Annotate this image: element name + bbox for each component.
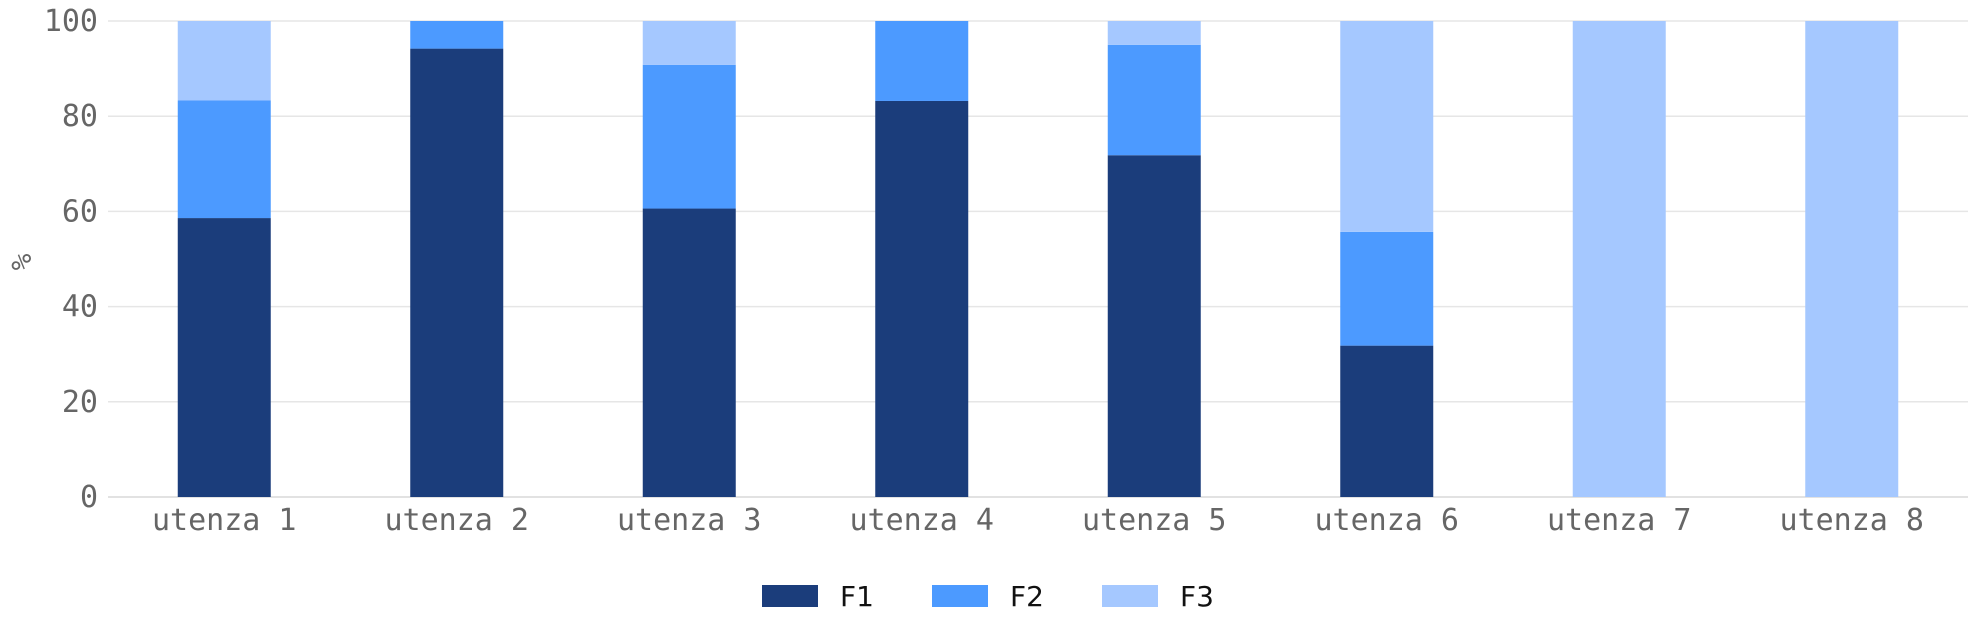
legend-label-f3: F3 [1180, 580, 1214, 613]
x-tick-label: utenza 4 [850, 503, 995, 538]
legend: F1 F2 F3 [762, 580, 1214, 613]
bar-f1-4 [875, 100, 969, 497]
grid [108, 20, 1968, 498]
bar-f1-5 [1107, 155, 1201, 497]
y-tick-label: 20 [62, 385, 98, 420]
x-tick-label: utenza 7 [1547, 503, 1692, 538]
bar-f2-5 [1107, 44, 1201, 156]
bar-f2-1 [177, 100, 271, 219]
legend-swatch-f1 [762, 585, 818, 607]
legend-swatch-f3 [1102, 585, 1158, 607]
bar-f1-6 [1340, 345, 1434, 497]
bar-f1-3 [642, 208, 736, 497]
bar-f3-5 [1107, 21, 1201, 45]
x-tick-label: utenza 1 [152, 503, 297, 538]
bar-f2-2 [410, 21, 504, 49]
y-tick-label: 60 [62, 194, 98, 229]
bar-f3-8 [1805, 21, 1899, 497]
legend-label-f2: F2 [1010, 580, 1044, 613]
y-tick-label: 80 [62, 99, 98, 134]
x-tick-label: utenza 5 [1082, 503, 1227, 538]
legend-swatch-f2 [932, 585, 988, 607]
bar-f1-1 [177, 218, 271, 497]
bar-f3-1 [177, 21, 271, 101]
bar-f2-3 [642, 64, 736, 209]
y-axis-title: % [5, 253, 38, 270]
x-tick-labels: utenza 1 utenza 2 utenza 3 utenza 4 utenza 5… [152, 503, 1924, 538]
bar-f3-3 [642, 21, 736, 65]
bar-f1-2 [410, 48, 504, 497]
x-tick-label: utenza 3 [617, 503, 762, 538]
legend-label-f1: F1 [840, 580, 874, 613]
y-tick-label: 40 [62, 290, 98, 325]
bar-f2-4 [875, 21, 969, 101]
x-tick-label: utenza 8 [1780, 503, 1925, 538]
bars [177, 21, 1899, 497]
bar-f2-6 [1340, 231, 1434, 346]
y-tick-label: 0 [80, 480, 98, 515]
x-tick-label: utenza 6 [1315, 503, 1460, 538]
x-tick-label: utenza 2 [385, 503, 530, 538]
y-tick-labels: 0 20 40 60 80 100 [44, 4, 98, 515]
bar-f3-6 [1340, 21, 1434, 232]
bar-f3-7 [1572, 21, 1666, 497]
y-tick-label: 100 [44, 4, 98, 39]
